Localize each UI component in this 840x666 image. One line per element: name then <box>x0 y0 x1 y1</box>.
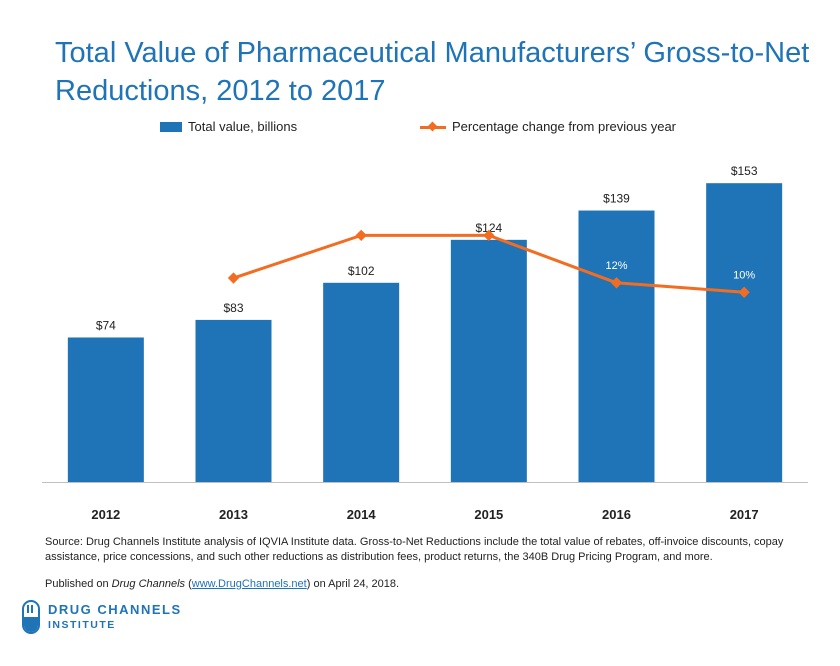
x-tick-label-2013: 2013 <box>219 507 248 522</box>
line-value-label-2014: 22% <box>350 212 372 224</box>
legend-line-label: Percentage change from previous year <box>452 119 677 134</box>
x-tick-label-2015: 2015 <box>474 507 503 522</box>
source-note: Source: Drug Channels Institute analysis… <box>45 536 784 563</box>
bar-value-label-2015: $124 <box>475 221 502 235</box>
bar-value-label-2012: $74 <box>96 318 116 332</box>
line-value-label-2017: 10% <box>733 269 755 281</box>
chart-title: Total Value of Pharmaceutical Manufactur… <box>55 37 810 107</box>
capsule-icon <box>22 600 40 634</box>
bar-value-label-2016: $139 <box>603 192 630 206</box>
bar-2013 <box>195 319 272 482</box>
legend-line-swatch <box>420 122 446 132</box>
published-outlet: Drug Channels <box>111 578 186 590</box>
x-tick-label-2014: 2014 <box>347 507 377 522</box>
x-tick-label-2017: 2017 <box>730 507 759 522</box>
published-prefix: Published on <box>45 578 112 590</box>
line-point-2015 <box>483 229 495 242</box>
published-link[interactable]: www.DrugChannels.net <box>191 578 307 590</box>
chart-plot: $74 2012 $83 2013 $102 2014 $124 2015 $139 2016 $1… <box>42 164 808 522</box>
bar-2012 <box>67 337 144 482</box>
legend-line: Percentage change from previous year <box>420 119 676 134</box>
bar-value-label-2013: $83 <box>223 301 243 315</box>
logo-line2: INSTITUTE <box>48 619 116 631</box>
line-point-2016 <box>610 277 623 289</box>
bar-2017 <box>706 183 783 482</box>
line-point-2017 <box>738 286 750 298</box>
legend-bar-label: Total value, billions <box>188 119 298 134</box>
line-value-label-2015: 22% <box>478 212 500 224</box>
x-tick-label-2012: 2012 <box>91 507 120 522</box>
published-note: Published on Drug Channels (www.DrugChan… <box>45 578 399 590</box>
line-point-2014 <box>355 229 367 242</box>
line-value-label-2013: 13% <box>222 255 244 267</box>
line-value-label-2016: 12% <box>605 260 627 272</box>
bar-2015 <box>450 239 527 482</box>
published-open: ( <box>185 578 192 590</box>
published-suffix: ) on April 24, 2018. <box>306 578 400 590</box>
line-point-2013 <box>227 272 240 284</box>
bar-2014 <box>323 282 400 482</box>
bar-value-label-2017: $153 <box>731 164 758 178</box>
logo: DRUG CHANNELS INSTITUTE <box>22 600 182 634</box>
bar-2016 <box>578 210 655 482</box>
bar-value-label-2014: $102 <box>348 264 375 278</box>
legend-bar: Total value, billions <box>160 119 297 134</box>
legend-bar-swatch <box>160 121 182 132</box>
logo-line1: DRUG CHANNELS <box>48 602 182 617</box>
x-tick-label-2016: 2016 <box>602 507 631 522</box>
